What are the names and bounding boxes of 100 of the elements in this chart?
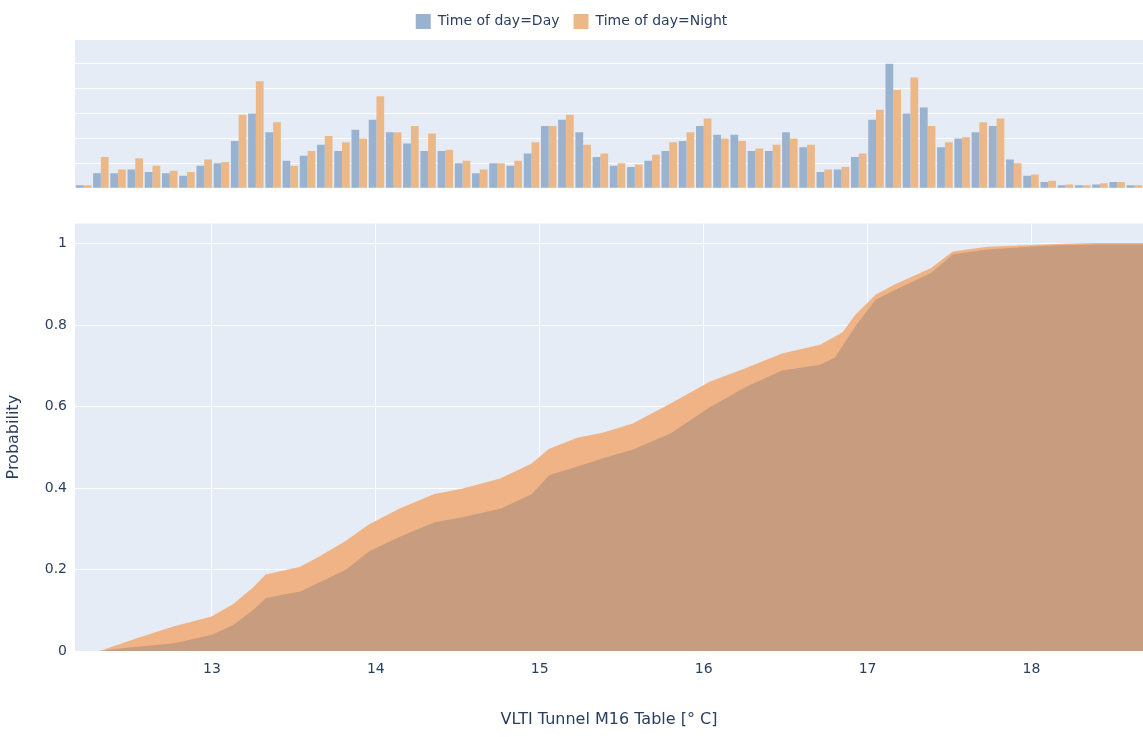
y-tick-label: 0.2	[44, 560, 67, 577]
bar	[816, 172, 825, 188]
bar	[782, 132, 790, 188]
x-tick-label: 16	[694, 660, 713, 677]
bar	[514, 160, 523, 188]
x-tick-label: 15	[530, 660, 549, 677]
legend-label: Time of day=Night	[594, 12, 728, 29]
bar	[479, 169, 488, 188]
bar	[152, 165, 161, 188]
bar	[334, 150, 342, 188]
bar	[385, 132, 394, 188]
bar	[703, 118, 712, 188]
bar	[824, 169, 833, 188]
bar	[713, 134, 721, 188]
bar	[1099, 183, 1108, 188]
bar	[1082, 185, 1091, 188]
bar	[789, 138, 798, 188]
bar	[1006, 159, 1014, 188]
bar	[971, 132, 980, 188]
bar	[755, 148, 764, 188]
bar	[506, 165, 515, 188]
bar	[255, 81, 264, 188]
bar	[437, 150, 446, 188]
bar	[497, 163, 505, 188]
x-tick-label: 18	[1022, 660, 1041, 677]
bar	[410, 126, 419, 188]
y-tick-label: 0	[58, 641, 67, 658]
bar	[799, 147, 808, 188]
bar	[575, 132, 584, 188]
bar	[1134, 185, 1143, 188]
bar	[565, 114, 574, 188]
bar	[531, 142, 540, 188]
bar	[764, 150, 773, 188]
bar	[393, 132, 402, 188]
bar	[359, 138, 367, 188]
bar	[558, 119, 566, 188]
bar	[1040, 181, 1049, 188]
bar	[179, 175, 187, 188]
bar	[118, 169, 126, 188]
bar	[403, 143, 411, 188]
bar	[290, 165, 299, 188]
bar	[265, 132, 274, 188]
bar	[135, 158, 144, 188]
bar	[695, 126, 704, 188]
bar	[627, 167, 635, 188]
bar	[169, 170, 178, 188]
bar	[489, 163, 498, 188]
bar	[317, 144, 325, 188]
bar	[376, 96, 385, 188]
bar	[634, 164, 643, 188]
y-tick-label: 0.6	[44, 397, 68, 414]
bar	[540, 126, 549, 188]
bar	[1117, 181, 1125, 188]
bar	[988, 126, 997, 188]
bar	[600, 153, 609, 188]
bar	[213, 163, 222, 188]
bar	[548, 126, 557, 188]
bar	[583, 144, 591, 188]
bar	[472, 173, 480, 188]
bar	[83, 185, 92, 188]
bar	[927, 126, 936, 188]
bar	[282, 160, 291, 188]
bar	[910, 77, 919, 188]
y-tick-label: 0.4	[44, 478, 68, 495]
bar	[868, 119, 876, 188]
bar	[962, 137, 970, 188]
bar	[196, 165, 205, 188]
bar	[644, 160, 653, 188]
x-axis-title: VLTI Tunnel M16 Table [° C]	[500, 708, 718, 728]
bar	[523, 153, 532, 188]
bar	[833, 169, 842, 188]
bar	[807, 144, 815, 188]
bar	[1092, 184, 1100, 188]
bar	[368, 119, 377, 188]
bar	[1074, 185, 1083, 188]
bar	[885, 63, 894, 188]
bar	[93, 173, 101, 188]
bar	[979, 122, 988, 188]
bar	[937, 147, 945, 188]
bar	[902, 113, 911, 188]
bar	[954, 138, 963, 188]
bar	[1048, 180, 1057, 188]
bar	[1023, 175, 1032, 188]
bar	[1057, 185, 1066, 188]
bar	[230, 140, 239, 188]
y-axis-title: Probability	[2, 394, 22, 480]
bar	[841, 167, 850, 188]
bar	[617, 163, 626, 188]
bar	[420, 150, 429, 188]
bar	[75, 185, 84, 188]
bar	[204, 159, 212, 188]
bar	[324, 135, 333, 188]
x-tick-label: 17	[858, 660, 877, 677]
bar	[238, 114, 247, 188]
bar	[428, 133, 436, 188]
bar	[772, 144, 781, 188]
bar	[944, 142, 953, 188]
bar	[678, 140, 687, 188]
bar	[307, 150, 316, 188]
bar	[144, 172, 153, 188]
